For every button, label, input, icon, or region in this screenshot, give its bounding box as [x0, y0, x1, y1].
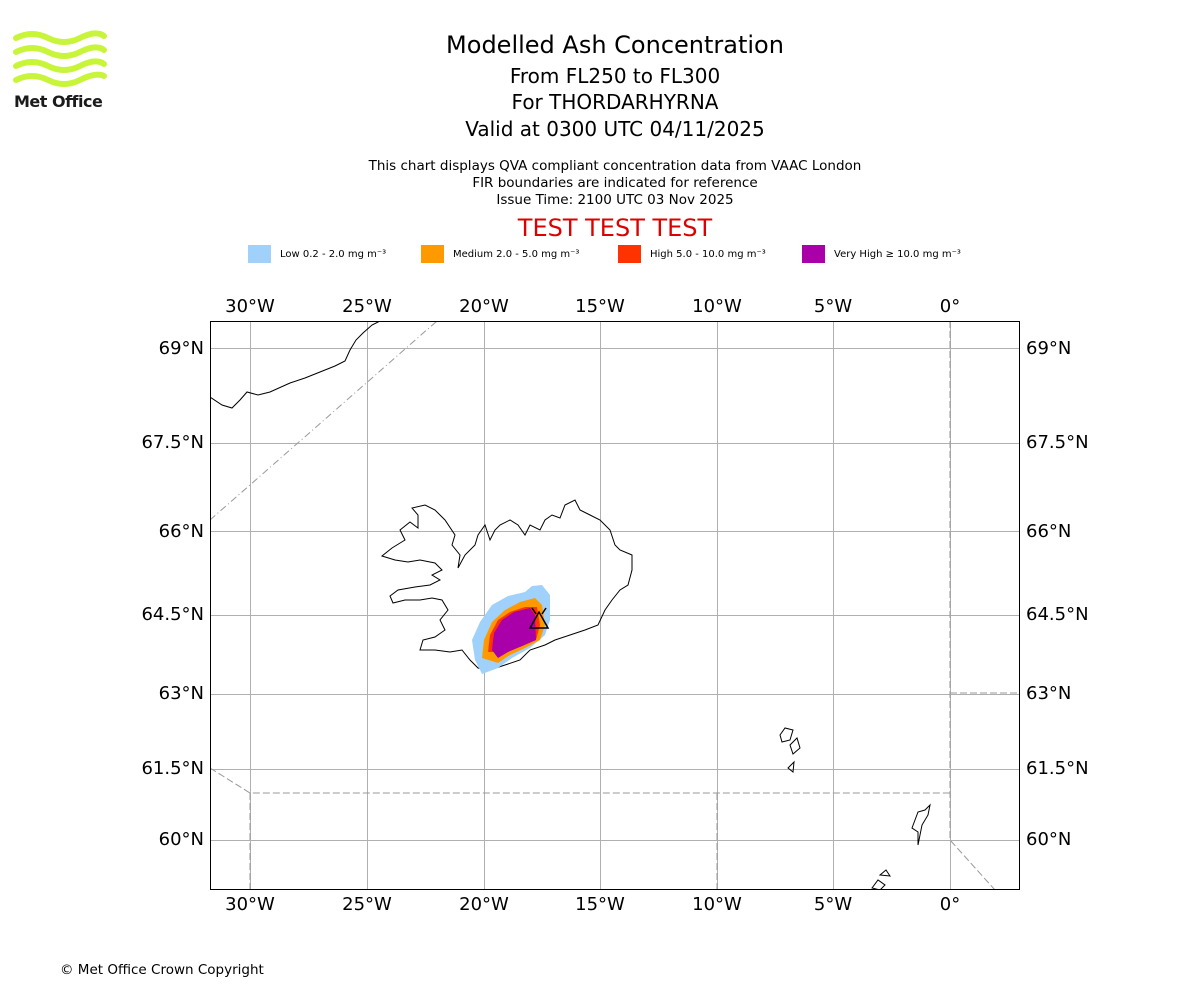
flight-level-subtitle: From FL250 to FL300: [509, 64, 721, 88]
legend-item-medium: Medium 2.0 - 5.0 mg m⁻³: [421, 244, 579, 264]
info-line-vaac: This chart displays QVA compliant concen…: [368, 158, 862, 174]
volcano-subtitle: For THORDARHYRNA: [511, 90, 719, 114]
lon-label-30w-top: 30°W: [225, 296, 275, 317]
legend-swatch-low: [248, 245, 271, 263]
legend-label-high: High 5.0 - 10.0 mg m⁻³: [650, 248, 766, 260]
lon-label-30w-bottom: 30°W: [225, 894, 275, 915]
legend-swatch-very-high: [802, 245, 825, 263]
lon-label-15w-top: 15°W: [575, 296, 625, 317]
lat-label-69n-right: 69°N: [1026, 338, 1071, 359]
latitude-labels-left: 69°N 67.5°N 66°N 64.5°N 63°N 61.5°N 60°N: [141, 338, 204, 850]
longitude-labels-top: 30°W 25°W 20°W 15°W 10°W 5°W 0°: [225, 296, 960, 317]
chart-title: Modelled Ash Concentration: [446, 31, 784, 59]
copyright-notice: © Met Office Crown Copyright: [60, 962, 264, 978]
map-frame: [210, 321, 1020, 890]
lon-label-20w-bottom: 20°W: [459, 894, 509, 915]
valid-time-subtitle: Valid at 0300 UTC 04/11/2025: [465, 117, 765, 141]
lon-label-0-top: 0°: [940, 296, 960, 317]
lat-label-60n-left: 60°N: [159, 829, 204, 850]
lat-label-64-5n-right: 64.5°N: [1026, 604, 1089, 625]
lon-label-5w-top: 5°W: [814, 296, 852, 317]
volcano-symbol-icon: [528, 607, 550, 629]
lat-label-66n-left: 66°N: [159, 521, 204, 542]
lat-label-61-5n-left: 61.5°N: [141, 758, 204, 779]
lon-label-10w-bottom: 10°W: [692, 894, 742, 915]
legend-item-low: Low 0.2 - 2.0 mg m⁻³: [248, 244, 386, 264]
greenland-coastline: [210, 321, 381, 409]
lat-label-60n-right: 60°N: [1026, 829, 1071, 850]
lat-label-67-5n-right: 67.5°N: [1026, 432, 1089, 453]
lat-label-63n-right: 63°N: [1026, 683, 1071, 704]
fir-boundaries: [210, 321, 1020, 890]
lon-label-25w-top: 25°W: [342, 296, 392, 317]
legend-item-high: High 5.0 - 10.0 mg m⁻³: [618, 244, 766, 264]
orkney-islands: [871, 869, 892, 890]
lat-label-66n-right: 66°N: [1026, 521, 1071, 542]
ash-plume: [472, 585, 550, 674]
lon-label-0-bottom: 0°: [940, 894, 960, 915]
met-office-logo-text: Met Office: [14, 92, 103, 111]
lon-label-10w-top: 10°W: [692, 296, 742, 317]
lat-label-64-5n-left: 64.5°N: [141, 604, 204, 625]
legend-swatch-high: [618, 245, 641, 263]
test-banner: TEST TEST TEST: [517, 214, 713, 242]
legend-label-medium: Medium 2.0 - 5.0 mg m⁻³: [453, 248, 580, 260]
longitude-labels-bottom: 30°W 25°W 20°W 15°W 10°W 5°W 0°: [225, 894, 960, 915]
legend-label-very-high: Very High ≥ 10.0 mg m⁻³: [834, 248, 961, 260]
iceland-coastline: [380, 499, 633, 671]
latitude-labels-right: 69°N 67.5°N 66°N 64.5°N 63°N 61.5°N 60°N: [1026, 338, 1089, 850]
lat-label-67-5n-left: 67.5°N: [141, 432, 204, 453]
legend-label-low: Low 0.2 - 2.0 mg m⁻³: [280, 248, 387, 260]
lon-label-15w-bottom: 15°W: [575, 894, 625, 915]
info-line-issue-time: Issue Time: 2100 UTC 03 Nov 2025: [496, 192, 734, 208]
shetland-islands: [911, 803, 931, 846]
info-line-fir: FIR boundaries are indicated for referen…: [472, 175, 758, 191]
lat-label-69n-left: 69°N: [159, 338, 204, 359]
lat-label-61-5n-right: 61.5°N: [1026, 758, 1089, 779]
met-office-logo-icon: [13, 30, 107, 87]
lat-label-63n-left: 63°N: [159, 683, 204, 704]
lon-label-20w-top: 20°W: [459, 296, 509, 317]
legend-item-very-high: Very High ≥ 10.0 mg m⁻³: [802, 244, 961, 264]
faroe-islands: [779, 727, 801, 773]
lon-label-5w-bottom: 5°W: [814, 894, 852, 915]
legend-swatch-medium: [421, 245, 444, 263]
map-gridlines: [210, 321, 1020, 890]
lon-label-25w-bottom: 25°W: [342, 894, 392, 915]
